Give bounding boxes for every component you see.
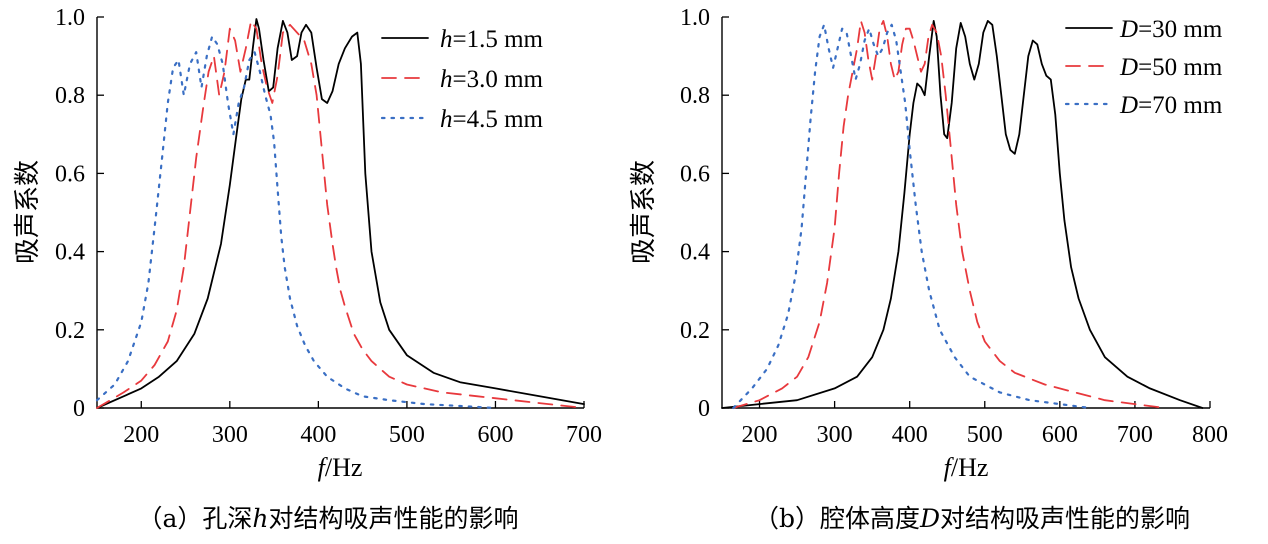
x-tick-label: 500	[967, 422, 1003, 448]
legend-label-2: h=3.0 mm	[440, 66, 544, 93]
x-tick-label: 800	[1192, 422, 1228, 448]
y-tick-label: 0	[698, 396, 710, 422]
y-tick-label: 0.6	[55, 161, 85, 187]
x-tick-label: 300	[817, 422, 853, 448]
x-axis-title-a: f/Hz	[318, 453, 363, 482]
y-tick-label: 0.2	[55, 318, 85, 344]
plot-area-a: 0 0.2 0.4 0.6 0.8 1.0 200 300 400 500 600 700 h=1.5 …	[55, 5, 602, 448]
x-tick-label: 600	[477, 422, 513, 448]
series-line-3	[95, 35, 497, 410]
y-axis-title-a: 吸声系数	[13, 160, 43, 264]
chart-panel-a: 0 0.2 0.4 0.6 0.8 1.0 200 300 400 500 600 700 h=1.5 …	[13, 5, 602, 533]
plot-area-b: 0 0.2 0.4 0.6 0.8 1.0 200 300 400 500 600 700 800 D=3…	[680, 5, 1228, 448]
legend-label-2: D=50 mm	[1119, 54, 1223, 81]
x-tick-label: 600	[1042, 422, 1078, 448]
y-tick-label: 0.8	[680, 83, 710, 109]
legend-label-3: D=70 mm	[1119, 92, 1223, 119]
x-axis-title-b: f/Hz	[944, 453, 989, 482]
y-axis-title-b: 吸声系数	[629, 160, 659, 264]
y-tick-label: 0.4	[55, 240, 85, 266]
x-tick-label: 500	[389, 422, 425, 448]
y-tick-label: 1.0	[55, 5, 85, 31]
x-tick-label: 400	[300, 422, 336, 448]
x-tick-label: 300	[212, 422, 248, 448]
y-tick-label: 0.8	[55, 83, 85, 109]
series-line-2	[96, 19, 585, 409]
caption-a: （a）孔深h对结构吸声性能的影响	[137, 504, 518, 533]
y-tick-label: 0	[73, 396, 85, 422]
x-tick-label: 700	[1117, 422, 1153, 448]
x-tick-label: 200	[742, 422, 778, 448]
series-line-1	[96, 18, 585, 409]
legend-label-1: D=30 mm	[1119, 16, 1223, 43]
series-line-3	[732, 23, 1092, 410]
y-tick-label: 0.2	[680, 318, 710, 344]
y-tick-label: 0.6	[680, 161, 710, 187]
legend-label-3: h=4.5 mm	[440, 106, 544, 133]
y-tick-label: 0.4	[680, 240, 710, 266]
series-line-1	[721, 19, 1204, 409]
y-tick-label: 1.0	[680, 5, 710, 31]
x-tick-label: 700	[566, 422, 602, 448]
legend-label-1: h=1.5 mm	[440, 26, 544, 53]
x-tick-label: 400	[892, 422, 928, 448]
x-tick-label: 200	[123, 422, 159, 448]
caption-b: （b）腔体高度D对结构吸声性能的影响	[754, 504, 1190, 533]
series-line-2	[732, 19, 1166, 409]
chart-panel-b: 0 0.2 0.4 0.6 0.8 1.0 200 300 400 500 600 700 800 D=3…	[629, 5, 1228, 533]
